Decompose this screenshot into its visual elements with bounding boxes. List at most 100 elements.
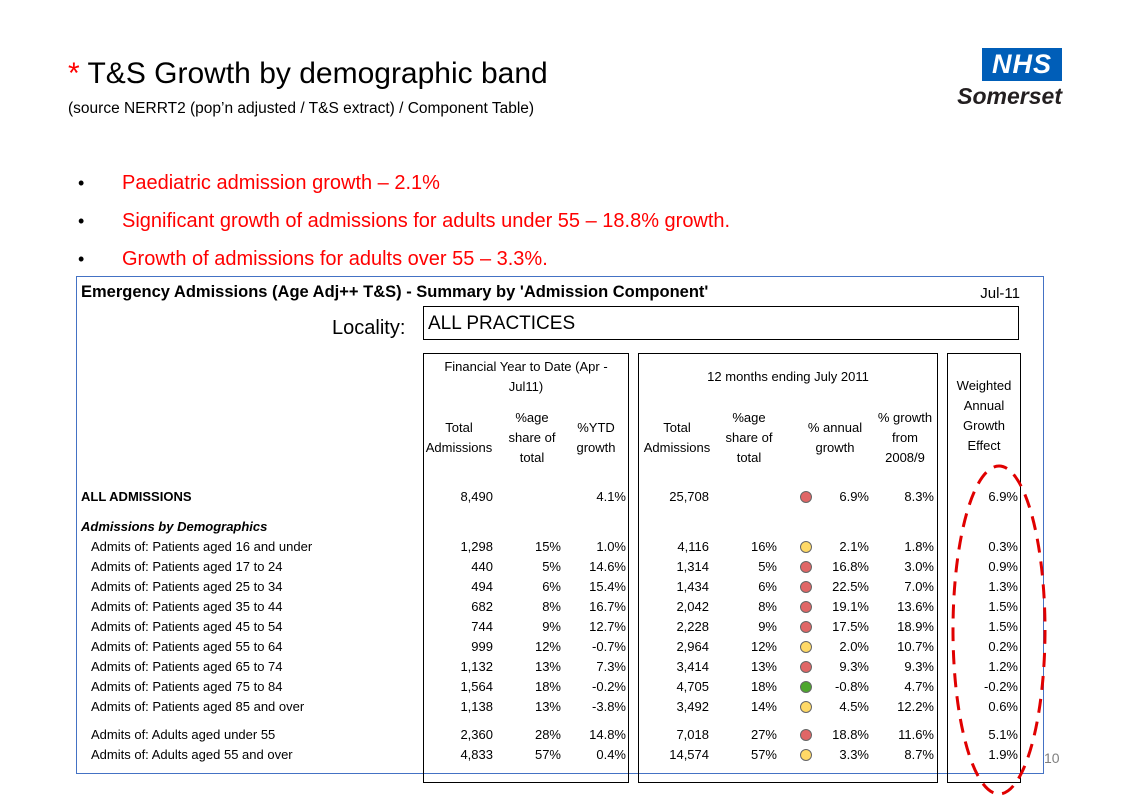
bullet-item: Paediatric admission growth – 2.1% [78, 164, 730, 202]
cell-m12-share: 16% [750, 539, 777, 554]
cell-m12-share: 9% [758, 619, 777, 634]
locality-value: ALL PRACTICES [423, 306, 1019, 340]
status-dot-red [800, 661, 812, 673]
row-label: Admits of: Patients aged 55 to 64 [91, 639, 283, 654]
locality-label: Locality: [332, 317, 406, 339]
cell-m12-since: 12.2% [897, 699, 934, 714]
row-label: Admits of: Adults aged under 55 [91, 727, 276, 742]
cell-ytd-growth: 14.8% [589, 727, 626, 742]
cell-weighted: 0.9% [988, 559, 1018, 574]
twelve-month-group-box [638, 353, 938, 783]
cell-ytd-total: 1,298 [460, 539, 493, 554]
cell-m12-since: 11.6% [898, 727, 934, 742]
cell-ytd-total: 744 [471, 619, 493, 634]
status-dot-red [800, 729, 812, 741]
report-date: Jul-11 [980, 285, 1020, 302]
bullet-item: Growth of admissions for adults over 55 … [78, 240, 730, 278]
cell-ytd-total: 2,360 [460, 727, 493, 742]
cell-ytd-growth: 12.7% [589, 619, 626, 634]
cell-m12-annual: 9.3% [839, 659, 869, 674]
cell-m12-total: 2,228 [676, 619, 709, 634]
cell-m12-share: 6% [758, 579, 777, 594]
cell-weighted: 1.9% [988, 747, 1018, 762]
highlight-ellipse [951, 464, 1047, 796]
col-weighted: Weighted Annual Growth Effect [956, 378, 1012, 453]
row-label: Admits of: Patients aged 75 to 84 [91, 679, 283, 694]
cell-m12-total: 3,414 [676, 659, 709, 674]
row-label: Admits of: Patients aged 25 to 34 [91, 579, 283, 594]
col-12m-annual: % annual growth [807, 420, 863, 455]
cell-ytd-total: 1,132 [460, 659, 493, 674]
cell-m12-annual: -0.8% [835, 679, 869, 694]
cell-m12-total: 4,116 [677, 539, 709, 554]
col-12m-total: Total Admissions [643, 420, 711, 455]
cell-m12-annual: 16.8% [832, 559, 869, 574]
report-title: Emergency Admissions (Age Adj++ T&S) - S… [81, 283, 709, 301]
cell-m12-annual: 4.5% [839, 699, 869, 714]
status-dot-amber [800, 749, 812, 761]
cell-ytd-growth: -3.8% [592, 699, 626, 714]
status-dot-amber [800, 641, 812, 653]
page-number: 10 [1044, 750, 1060, 766]
cell-m12-total: 1,314 [676, 559, 709, 574]
cell-m12-total: 2,042 [676, 599, 709, 614]
status-dot-amber [800, 541, 812, 553]
cell-m12-share: 57% [750, 747, 777, 762]
cell-ytd-share: 18% [534, 679, 561, 694]
cell-m12-total: 25,708 [669, 489, 709, 504]
cell-ytd-share: 5% [542, 559, 561, 574]
cell-m12-total: 7,018 [676, 727, 709, 742]
cell-ytd-share: 57% [534, 747, 561, 762]
cell-m12-annual: 2.0% [839, 639, 869, 654]
title-star: * [68, 57, 80, 90]
cell-weighted: 1.5% [988, 619, 1018, 634]
row-label: Admits of: Adults aged 55 and over [91, 747, 293, 762]
row-label: Admits of: Patients aged 35 to 44 [91, 599, 283, 614]
slide-subtitle: (source NERRT2 (pop’n adjusted / T&S ext… [68, 100, 535, 117]
cell-m12-share: 8% [758, 599, 777, 614]
cell-m12-since: 4.7% [904, 679, 934, 694]
cell-ytd-total: 440 [471, 559, 493, 574]
cell-weighted: 1.3% [988, 579, 1018, 594]
cell-ytd-total: 682 [471, 599, 493, 614]
cell-ytd-total: 1,564 [460, 679, 493, 694]
row-label: ALL ADMISSIONS [81, 489, 192, 504]
report-panel: Emergency Admissions (Age Adj++ T&S) - S… [76, 276, 1044, 783]
cell-ytd-growth: 14.6% [589, 559, 626, 574]
cell-m12-since: 1.8% [904, 539, 934, 554]
cell-ytd-share: 12% [534, 639, 561, 654]
cell-m12-annual: 17.5% [832, 619, 869, 634]
row-label: Admits of: Patients aged 65 to 74 [91, 659, 283, 674]
status-dot-red [800, 581, 812, 593]
cell-ytd-share: 8% [542, 599, 561, 614]
cell-m12-total: 2,964 [676, 639, 709, 654]
title-text: T&S Growth by demographic band [87, 57, 548, 90]
cell-ytd-share: 6% [542, 579, 561, 594]
cell-weighted: 1.5% [988, 599, 1018, 614]
cell-m12-total: 1,434 [676, 579, 709, 594]
col-ytd-total: Total Admissions [425, 420, 493, 455]
status-dot-red [800, 621, 812, 633]
cell-m12-share: 13% [750, 659, 777, 674]
cell-m12-since: 7.0% [904, 579, 934, 594]
cell-m12-share: 14% [750, 699, 777, 714]
cell-weighted: 0.6% [988, 699, 1018, 714]
row-label: Admits of: Patients aged 45 to 54 [91, 619, 283, 634]
cell-ytd-share: 9% [542, 619, 561, 634]
cell-ytd-share: 15% [534, 539, 561, 554]
cell-m12-since: 10.7% [897, 639, 934, 654]
status-dot-red [800, 491, 812, 503]
section-label: Admissions by Demographics [81, 519, 268, 534]
cell-ytd-total: 999 [471, 639, 493, 654]
row-label: Admits of: Patients aged 16 and under [91, 539, 313, 554]
cell-m12-since: 18.9% [897, 619, 934, 634]
cell-weighted: -0.2% [984, 679, 1018, 694]
cell-ytd-total: 8,490 [460, 489, 493, 504]
cell-ytd-total: 4,833 [460, 747, 493, 762]
cell-ytd-growth: 15.4% [589, 579, 626, 594]
nhs-badge: NHS [982, 48, 1062, 81]
bullet-list: Paediatric admission growth – 2.1% Signi… [78, 164, 730, 278]
cell-weighted: 1.2% [988, 659, 1018, 674]
cell-ytd-share: 13% [534, 699, 561, 714]
cell-ytd-growth: -0.7% [592, 639, 626, 654]
